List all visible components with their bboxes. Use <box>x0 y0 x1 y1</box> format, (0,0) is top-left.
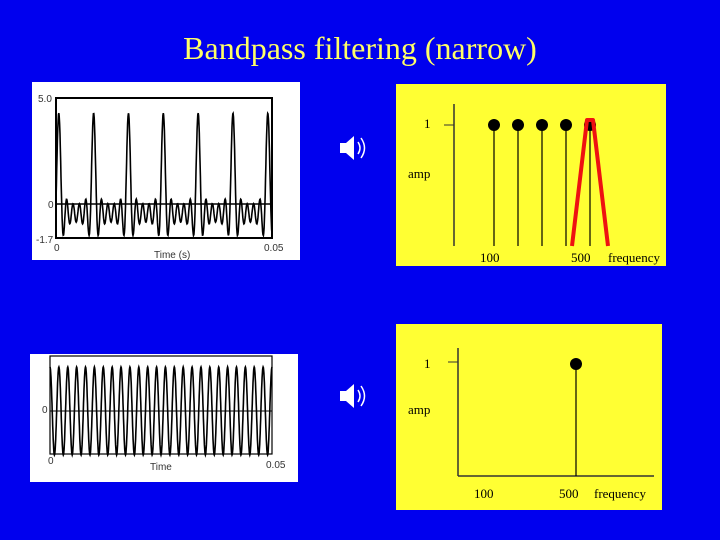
amp-value-label: 1 <box>424 356 431 371</box>
x-start-label: 0 <box>48 456 54 467</box>
spectrum-peak <box>570 358 582 370</box>
bottom-waveform-panel: 0 0 0.05 Time <box>30 354 298 482</box>
spectrum-peak <box>512 119 524 131</box>
tick-100-label: 100 <box>480 250 500 265</box>
bandpass-filter-shape <box>570 118 610 247</box>
top-waveform-line <box>55 110 273 239</box>
x-end-label: 0.05 <box>266 460 286 471</box>
tick-100-label: 100 <box>474 486 494 501</box>
amp-value-label: 1 <box>424 116 431 131</box>
y-zero-label: 0 <box>48 200 54 211</box>
bottom-waveform-plot <box>49 355 273 458</box>
frequency-axis-label: frequency <box>608 250 660 265</box>
y-zero-label: 0 <box>42 405 48 416</box>
frequency-axis-label: frequency <box>594 486 646 501</box>
speaker-icon[interactable] <box>336 378 372 414</box>
y-max-label: 5.0 <box>38 94 52 105</box>
tick-500-label: 500 <box>571 250 591 265</box>
spectrum-peak <box>488 119 500 131</box>
y-min-label: -1.7 <box>36 235 54 246</box>
spectrum-peak <box>536 119 548 131</box>
top-spectrum-plot <box>444 104 610 247</box>
x-end-label: 0.05 <box>264 243 284 254</box>
page-title: Bandpass filtering (narrow) <box>183 30 537 66</box>
x-axis-label: Time <box>150 462 172 473</box>
top-spectrum-panel: 1 amp 100 500 frequency <box>396 84 666 266</box>
speaker-icon[interactable] <box>336 130 372 166</box>
tick-500-label: 500 <box>559 486 579 501</box>
spectrum-peak <box>560 119 572 131</box>
top-waveform-plot <box>55 97 273 239</box>
bottom-waveform-line <box>49 364 273 458</box>
bottom-spectrum-panel: 1 amp 100 500 frequency <box>396 324 662 510</box>
amp-axis-label: amp <box>408 402 431 417</box>
x-axis-label: Time (s) <box>154 250 191 261</box>
x-start-label: 0 <box>54 243 60 254</box>
top-waveform-panel: 5.0 0 -1.7 0 0.05 Time (s) <box>32 82 300 261</box>
amp-axis-label: amp <box>408 166 431 181</box>
bottom-spectrum-plot <box>448 348 654 477</box>
